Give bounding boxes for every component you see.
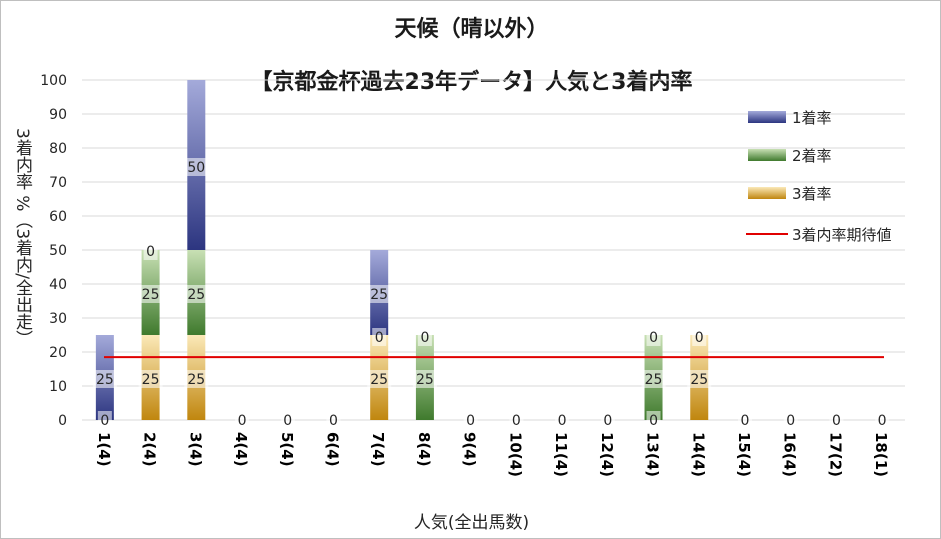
data-label: 0 — [603, 413, 612, 429]
legend-swatch — [748, 187, 786, 199]
data-label-box — [92, 370, 117, 388]
data-label-box — [555, 411, 570, 429]
data-label-box — [372, 328, 387, 346]
x-tick-label: 7(4) — [369, 432, 387, 467]
y-tick-label: 30 — [49, 311, 67, 327]
x-tick-label: 3(4) — [186, 432, 204, 467]
x-tick-label: 1(4) — [95, 432, 113, 467]
data-label-box — [509, 411, 524, 429]
x-tick-label: 16(4) — [781, 432, 799, 477]
data-label: 0 — [146, 244, 155, 260]
x-tick-label: 14(4) — [689, 432, 707, 477]
data-label-box — [138, 370, 163, 388]
y-tick-label: 60 — [49, 209, 67, 225]
y-tick-label: 0 — [58, 413, 67, 429]
data-label-box — [875, 411, 890, 429]
x-tick-label: 10(4) — [506, 432, 524, 477]
data-label: 0 — [649, 330, 658, 346]
data-label-box — [184, 370, 209, 388]
data-label: 0 — [466, 413, 475, 429]
data-label-box — [829, 411, 844, 429]
data-label: 25 — [187, 287, 205, 303]
y-tick-label: 100 — [40, 73, 67, 89]
data-label-box — [143, 242, 158, 260]
data-label: 25 — [96, 372, 114, 388]
x-tick-label: 13(4) — [644, 432, 662, 477]
data-label: 0 — [375, 330, 384, 346]
data-label-box — [138, 285, 163, 303]
data-label: 0 — [100, 413, 109, 429]
data-label-box — [687, 370, 712, 388]
data-label-box — [97, 411, 112, 429]
chart-title: 天候（晴以外） — [394, 17, 549, 42]
data-label: 25 — [416, 372, 434, 388]
x-tick-label: 5(4) — [278, 432, 296, 467]
data-label: 0 — [786, 413, 795, 429]
data-label: 0 — [512, 413, 521, 429]
legend-label: 1着率 — [792, 109, 832, 127]
data-label: 0 — [283, 413, 292, 429]
data-label-box — [367, 370, 392, 388]
data-label-box — [692, 328, 707, 346]
legend-label: 2着率 — [792, 147, 832, 165]
data-label: 25 — [187, 372, 205, 388]
chart-subtitle: 【京都金杯過去23年データ】人気と3着内率 — [250, 70, 693, 95]
y-tick-label: 10 — [49, 379, 67, 395]
y-tick-label: 80 — [49, 141, 67, 157]
x-tick-label: 9(4) — [461, 432, 479, 467]
data-label-box — [326, 411, 341, 429]
data-label: 0 — [695, 330, 704, 346]
legend-swatch — [748, 111, 786, 123]
data-label-box — [646, 328, 661, 346]
x-tick-label: 11(4) — [552, 432, 570, 477]
y-tick-label: 90 — [49, 107, 67, 123]
data-label-box — [600, 411, 615, 429]
data-label: 0 — [558, 413, 567, 429]
data-label: 0 — [649, 413, 658, 429]
x-tick-label: 6(4) — [323, 432, 341, 467]
data-label-box — [641, 370, 666, 388]
x-tick-label: 12(4) — [598, 432, 616, 477]
data-label: 0 — [741, 413, 750, 429]
x-tick-label: 4(4) — [232, 432, 250, 467]
data-label: 25 — [142, 372, 160, 388]
data-label-box — [184, 158, 209, 176]
data-label: 25 — [370, 287, 388, 303]
data-label-box — [646, 411, 661, 429]
legend-label: 3着内率期待値 — [792, 226, 892, 244]
data-label-box — [367, 285, 392, 303]
data-label: 25 — [370, 372, 388, 388]
x-tick-label: 8(4) — [415, 432, 433, 467]
x-tick-label: 2(4) — [141, 432, 159, 467]
data-label: 25 — [690, 372, 708, 388]
y-tick-label: 40 — [49, 277, 67, 293]
data-label-box — [463, 411, 478, 429]
data-label: 0 — [329, 413, 338, 429]
y-tick-label: 20 — [49, 345, 67, 361]
data-label: 0 — [832, 413, 841, 429]
data-label: 25 — [142, 287, 160, 303]
data-label: 0 — [878, 413, 887, 429]
data-label-box — [783, 411, 798, 429]
data-label-box — [235, 411, 250, 429]
data-label: 0 — [420, 330, 429, 346]
x-tick-label: 18(1) — [872, 432, 890, 477]
y-tick-label: 70 — [49, 175, 67, 191]
data-label-box — [280, 411, 295, 429]
data-label-box — [412, 370, 437, 388]
data-label: 0 — [238, 413, 247, 429]
y-tick-label: 50 — [49, 243, 67, 259]
data-label: 50 — [187, 160, 205, 176]
data-label-box — [417, 328, 432, 346]
x-axis-title: 人気(全出馬数) — [413, 513, 530, 533]
data-label-box — [184, 285, 209, 303]
data-label-box — [737, 411, 752, 429]
x-tick-label: 17(2) — [826, 432, 844, 477]
x-tick-label: 15(4) — [735, 432, 753, 477]
y-axis-title: 3着内率 %（3着内/全出走） — [12, 128, 32, 347]
data-label: 25 — [645, 372, 663, 388]
legend-label: 3着率 — [792, 185, 832, 203]
legend-swatch — [748, 149, 786, 161]
